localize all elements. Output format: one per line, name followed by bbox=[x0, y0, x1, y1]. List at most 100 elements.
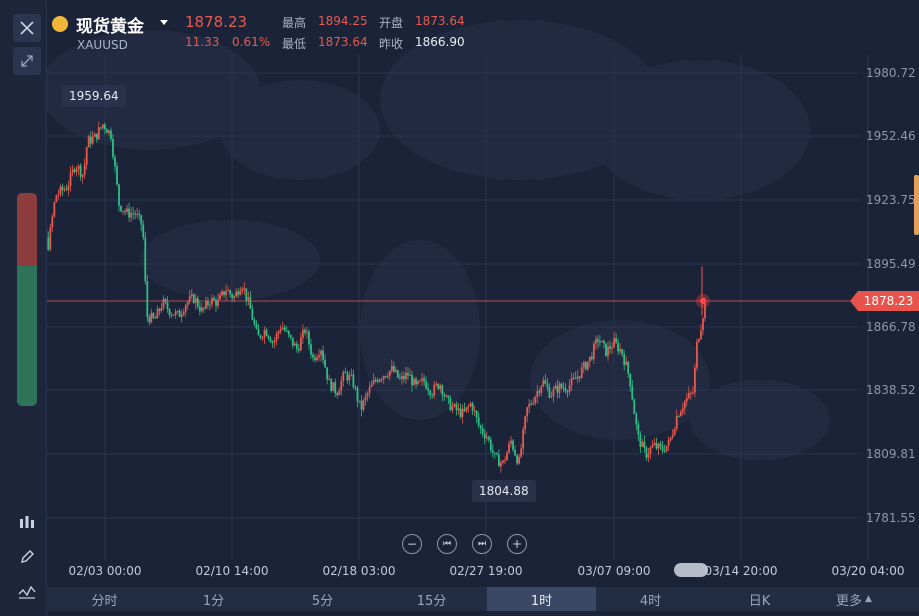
candle-body bbox=[500, 462, 502, 467]
candle-body bbox=[691, 392, 694, 394]
candle-body bbox=[489, 439, 492, 451]
symbol-name[interactable]: 现货黄金 bbox=[76, 17, 144, 37]
candle-body bbox=[166, 302, 169, 310]
candle-body bbox=[455, 404, 458, 411]
candle-body bbox=[299, 337, 302, 351]
candle-body bbox=[170, 314, 173, 316]
candle-body bbox=[605, 343, 607, 357]
candle-body bbox=[227, 290, 230, 292]
candle-body bbox=[445, 395, 448, 397]
candle-body bbox=[370, 384, 373, 388]
close-button[interactable] bbox=[13, 14, 41, 42]
candle-body bbox=[592, 343, 595, 360]
candle-body bbox=[239, 290, 242, 295]
last-price-dot bbox=[700, 298, 706, 304]
period-tab-fenshi[interactable]: 分时 bbox=[91, 593, 118, 609]
candle-body bbox=[156, 308, 159, 319]
price-tick-label: 1866.78 bbox=[866, 320, 916, 334]
symbol-code: XAUUSD bbox=[77, 38, 128, 52]
candle-body bbox=[425, 381, 428, 389]
candle-body bbox=[304, 329, 306, 333]
candle-body bbox=[188, 296, 191, 302]
candle-body bbox=[245, 288, 248, 301]
buy-sell-ratio-bar bbox=[17, 193, 37, 406]
candle-body bbox=[310, 344, 312, 355]
candle-body bbox=[679, 411, 682, 417]
candle-body bbox=[702, 318, 704, 331]
candle-body bbox=[93, 133, 96, 137]
candle-body bbox=[235, 291, 238, 297]
candle-body bbox=[342, 372, 345, 381]
candle-body bbox=[564, 388, 567, 392]
side-panel-handle[interactable] bbox=[914, 175, 919, 235]
period-tab-15m[interactable]: 15分 bbox=[416, 593, 447, 609]
candle-body bbox=[140, 215, 143, 225]
candle-body bbox=[118, 184, 120, 206]
candle-body bbox=[512, 440, 514, 450]
price-tick-label: 1809.81 bbox=[866, 447, 916, 461]
candle-body bbox=[649, 447, 652, 454]
candle-body bbox=[211, 298, 213, 305]
candle-body bbox=[362, 400, 365, 410]
quote-header: 现货黄金 XAUUSD 1878.23 11.33 0.61% 最高 1894.… bbox=[46, 0, 746, 60]
candle-body bbox=[328, 379, 331, 381]
candle-body bbox=[51, 216, 54, 228]
candle-body bbox=[289, 334, 292, 338]
last-price: 1878.23 bbox=[185, 13, 248, 31]
candle-body bbox=[382, 376, 385, 380]
max-price-callout: 1959.64 bbox=[62, 85, 126, 107]
indicator-button[interactable] bbox=[13, 509, 41, 537]
candle-body bbox=[287, 330, 290, 335]
candle-body bbox=[457, 408, 460, 411]
scroll-right-button[interactable]: ⏭ bbox=[472, 534, 492, 554]
candle-body bbox=[439, 385, 442, 389]
period-tab-1m[interactable]: 1分 bbox=[202, 593, 225, 609]
candle-body bbox=[164, 298, 167, 303]
candle-body bbox=[433, 384, 436, 396]
symbol-dropdown-icon[interactable] bbox=[160, 20, 168, 25]
candle-body bbox=[243, 288, 246, 290]
line-chart-icon bbox=[18, 585, 36, 599]
draw-button[interactable] bbox=[13, 543, 41, 571]
period-tab-daily[interactable]: 日K bbox=[748, 593, 771, 609]
line-chart-button[interactable] bbox=[13, 578, 41, 606]
candle-body bbox=[641, 441, 644, 447]
time-scroll-thumb[interactable] bbox=[674, 563, 708, 577]
candle-body bbox=[473, 410, 476, 412]
candle-body bbox=[625, 361, 628, 365]
candle-body bbox=[47, 237, 50, 250]
zoom-out-button[interactable]: − bbox=[402, 534, 422, 554]
candle-body bbox=[221, 291, 223, 295]
candle-body bbox=[502, 460, 504, 463]
period-tab-more[interactable]: 更多 ▲ bbox=[814, 587, 894, 611]
candle-body bbox=[659, 443, 662, 447]
candle-body bbox=[320, 350, 322, 356]
candle-body bbox=[128, 208, 131, 218]
candle-body bbox=[609, 346, 611, 349]
candle-body bbox=[158, 308, 161, 311]
collapse-button[interactable] bbox=[13, 47, 41, 75]
candle-body bbox=[378, 379, 381, 382]
scroll-left-button[interactable]: ⏮ bbox=[437, 534, 457, 554]
candle-body bbox=[463, 408, 466, 411]
candle-body bbox=[673, 429, 676, 435]
candle-body bbox=[132, 213, 135, 215]
map-continent bbox=[140, 220, 320, 300]
open-label: 开盘 bbox=[379, 16, 404, 30]
buy-ratio-fill bbox=[17, 193, 37, 266]
candle-body bbox=[358, 400, 361, 402]
candle-body bbox=[350, 374, 353, 376]
candle-body bbox=[451, 406, 454, 411]
candle-body bbox=[568, 384, 571, 392]
time-tick-label: 02/03 00:00 bbox=[68, 564, 142, 578]
zoom-in-button[interactable]: + bbox=[507, 534, 527, 554]
period-tab-5m[interactable]: 5分 bbox=[311, 593, 334, 609]
period-tab-4h[interactable]: 4时 bbox=[639, 593, 662, 609]
period-tab-1h[interactable]: 1时 bbox=[487, 587, 596, 611]
candle-body bbox=[89, 136, 92, 144]
candle-body bbox=[265, 330, 268, 336]
candle-body bbox=[534, 396, 537, 404]
candle-body bbox=[73, 169, 76, 172]
candle-body bbox=[267, 335, 270, 339]
